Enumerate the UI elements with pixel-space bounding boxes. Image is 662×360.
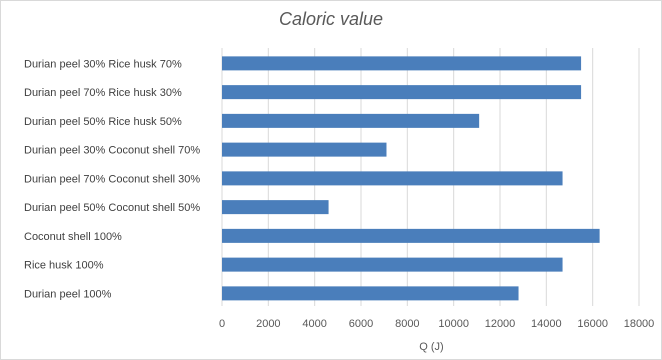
x-tick-label: 18000 [624,318,655,330]
bar [222,228,600,243]
x-tick-label: 0 [219,318,225,330]
x-tick-label: 16000 [577,318,608,330]
x-tick-label: 6000 [349,318,373,330]
bar [222,200,329,215]
category-label: Durian peel 50% Rice husk 50% [24,116,182,128]
category-label: Durian peel 70% Rice husk 30% [24,87,182,99]
x-tick-label: 4000 [302,318,326,330]
category-label: Durian peel 70% Coconut shell 30% [24,173,200,185]
x-tick-label: 8000 [395,318,419,330]
x-tick-label: 10000 [438,318,469,330]
bar [222,257,563,272]
x-axis-title: Q (J) [419,341,443,353]
category-label: Durian peel 30% Coconut shell 70% [24,145,200,157]
bar [222,142,387,157]
bar [222,171,563,186]
bar [222,85,582,100]
bar [222,56,582,71]
x-tick-label: 12000 [485,318,516,330]
category-label: Durian peel 30% Rice husk 70% [24,58,182,70]
bar [222,113,480,128]
bar [222,286,519,301]
x-tick-label: 2000 [256,318,280,330]
category-label: Durian peel 50% Coconut shell 50% [24,202,200,214]
x-tick-label: 14000 [531,318,562,330]
category-label: Durian peel 100% [24,288,112,300]
category-label: Coconut shell 100% [24,231,122,243]
chart-title: Caloric value [278,9,384,29]
category-label: Rice husk 100% [24,260,104,272]
